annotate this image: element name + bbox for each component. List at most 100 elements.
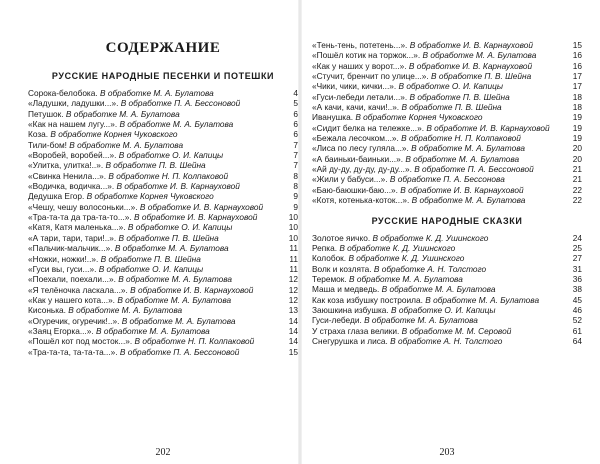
- toc-entry: «Бежала лесочком...». В обработке Н. П. …: [312, 133, 582, 143]
- entry-page: 22: [572, 195, 582, 206]
- entry-page: 12: [288, 284, 298, 295]
- entry-credit: В обработке П. А. Бессоновой: [119, 346, 240, 357]
- entry-credit: В обработке П. В. Шейна: [105, 160, 206, 171]
- entry-title: У страха глаза велики.: [312, 325, 400, 336]
- entry-title: «Свинка Ненила...».: [28, 170, 107, 181]
- entry-credit: В обработке П. В. Шейна: [401, 102, 502, 113]
- entry-title: Маша и медведь.: [312, 284, 380, 295]
- toc-entry: «Гуси-лебеди летали...». В обработке П. …: [312, 92, 582, 102]
- entry-page: 19: [572, 122, 582, 133]
- toc-entry: «Водичка, водичка...». В обработке И. В.…: [28, 181, 298, 191]
- entry-title: Заюшкина избушка.: [312, 304, 389, 315]
- toc-entry: «Как на нашем лугу...». В обработке М. А…: [28, 119, 298, 129]
- entry-title: «Сидит белка на тележке...».: [312, 122, 425, 133]
- entry-page: 11: [289, 263, 298, 274]
- toc-title: СОДЕРЖАНИЕ: [105, 40, 221, 56]
- entry-title: «Водичка, водичка...».: [28, 181, 115, 192]
- entry-credit: В обработке П. А. Бессоновой: [414, 164, 534, 175]
- entry-page: 10: [288, 232, 298, 243]
- entry-credit: В обработке М. А. Булатова: [95, 325, 210, 336]
- entry-credit: В обработке И. В. Карнауховой: [408, 60, 533, 71]
- entry-title: «Тра-та-та, та-та-та...».: [28, 346, 118, 357]
- entry-list: «Тень-тень, потетень...». В обработке И.…: [312, 40, 582, 206]
- toc-entry: «Чешу, чешу волосоньки...». В обработке …: [28, 202, 298, 212]
- toc-entry: «Заяц Егорка...». В обработке М. А. Була…: [28, 326, 298, 336]
- entry-credit: В обработке М. А. Булатова: [349, 273, 463, 284]
- entry-credit: В обработке М. А. Булатова: [119, 119, 234, 130]
- entry-credit: В обработке М. А. Булатова: [65, 108, 180, 119]
- toc-entry: Как коза избушку построила. В обработке …: [312, 295, 582, 305]
- toc-entry: «А качи, качи, качи!..». В обработке П. …: [312, 102, 582, 112]
- entry-title: Коза.: [28, 129, 49, 140]
- entry-credit: В обработке М. А. Булатова: [411, 195, 526, 206]
- entry-title: «Ножки, ножки!..».: [28, 253, 99, 264]
- entry-title: Теремок.: [312, 273, 347, 284]
- entry-credit: В обработке Н. П. Колпаковой: [108, 170, 229, 181]
- entry-title: Снегурушка и лиса.: [312, 335, 388, 346]
- entry-title: «Баю-баюшки-баю...».: [312, 184, 398, 195]
- entry-title: «Я телёночка ласкала...».: [28, 284, 128, 295]
- entry-page: 12: [288, 274, 298, 285]
- entry-page: 19: [572, 133, 582, 144]
- entry-credit: В обработке Корнея Чуковского: [355, 112, 483, 123]
- entry-page: 7: [293, 150, 298, 161]
- entry-title: «Как у наших у ворот...».: [312, 60, 407, 71]
- entry-credit: В обработке А. Н. Толстого: [390, 335, 503, 346]
- left-page: СОДЕРЖАНИЕ РУССКИЕ НАРОДНЫЕ ПЕСЕНКИ И ПО…: [28, 0, 298, 464]
- toc-entry: «Как у наших у ворот...». В обработке И.…: [312, 61, 582, 71]
- toc-entry: «Лиса по лесу гуляла...». В обработке М.…: [312, 143, 582, 153]
- toc-entry: «Ладушки, ладушки...». В обработке П. А.…: [28, 98, 298, 108]
- entry-credit: В обработке О. И. Капицы: [391, 304, 496, 315]
- entry-credit: В обработке О. И. Капицы: [127, 222, 233, 233]
- entry-credit: В обработке О. И. Капицы: [118, 150, 224, 161]
- gutter: [298, 0, 302, 464]
- page-number: 203: [439, 447, 455, 458]
- toc-entry: «Жили у бабуси...». В обработке П. А. Бе…: [312, 174, 582, 184]
- toc-entry: «Поехали, поехали...». В обработке М. А.…: [28, 274, 298, 284]
- toc-entry: Дедушка Егор. В обработке Корнея Чуковск…: [28, 191, 298, 201]
- entry-page: 46: [572, 304, 582, 315]
- entry-credit: В обработке М. А. Булатова: [411, 143, 525, 154]
- entry-page: 16: [572, 60, 582, 71]
- toc-entry: «Пальчик-мальчик...». В обработке М. А. …: [28, 243, 298, 253]
- toc-entry: «Пошёл кот под мосток...». В обработке Н…: [28, 336, 298, 346]
- entry-page: 14: [288, 325, 298, 336]
- entry-credit: В обработке М. А. Булатова: [114, 243, 229, 254]
- toc-entry: «Ножки, ножки!..». В обработке П. В. Шей…: [28, 254, 298, 264]
- entry-title: «Лиса по лесу гуляла...».: [312, 143, 409, 154]
- entry-page: 20: [572, 143, 582, 154]
- entry-credit: В обработке О. И. Капицы: [398, 81, 503, 92]
- entry-title: «Как у нашего кота...».: [28, 294, 115, 305]
- entry-title: «Котя, котенька-коток...».: [312, 195, 410, 206]
- entry-credit: В обработке П. В. Шейна: [100, 253, 201, 264]
- entry-title: «Улитка, улитка!..».: [28, 160, 104, 171]
- entry-title: «Воробей, воробей...».: [28, 150, 117, 161]
- entry-page: 64: [572, 335, 582, 346]
- entry-credit: В обработке П. В. Шейна: [431, 71, 532, 82]
- entry-title: «Гуси-лебеди летали...».: [312, 91, 408, 102]
- entry-page: 6: [293, 119, 298, 130]
- entry-title: Репка.: [312, 242, 338, 253]
- entry-title: «Чики, чики, кички...».: [312, 81, 397, 92]
- toc-entry: Колобок. В обработке К. Д. Ушинского 27: [312, 253, 582, 263]
- entry-page: 9: [293, 201, 298, 212]
- toc-entry: Коза. В обработке Корнея Чуковского 6: [28, 129, 298, 139]
- entry-credit: В обработке К. Д. Ушинского: [339, 242, 456, 253]
- entry-title: Тили-бом!: [28, 139, 67, 150]
- entry-title: «Гуси вы, гуси...».: [28, 263, 97, 274]
- entry-credit: В обработке К. Д. Ушинского: [348, 253, 465, 264]
- entry-credit: В обработке И. В. Карнауховой: [130, 284, 254, 295]
- entry-credit: В обработке И. В. Карнауховой: [139, 201, 264, 212]
- entry-page: 19: [572, 112, 582, 123]
- entry-page: 20: [572, 153, 582, 164]
- entry-page: 61: [572, 325, 582, 336]
- entry-credit: В обработке О. И. Капицы: [98, 263, 204, 274]
- entry-page: 7: [293, 139, 298, 150]
- entry-page: 27: [572, 253, 582, 264]
- section-heading: РУССКИЕ НАРОДНЫЕ ПЕСЕНКИ И ПОТЕШКИ: [51, 71, 275, 81]
- toc-entry: Снегурушка и лиса. В обработке А. Н. Тол…: [312, 336, 582, 346]
- toc-entry: «Катя, Катя маленька...». В обработке О.…: [28, 222, 298, 232]
- entry-credit: В обработке М. А. Булатова: [117, 294, 232, 305]
- toc-entry: «А баиньки-баиньки...». В обработке М. А…: [312, 154, 582, 164]
- entry-title: «Ладушки, ладушки...».: [28, 98, 119, 109]
